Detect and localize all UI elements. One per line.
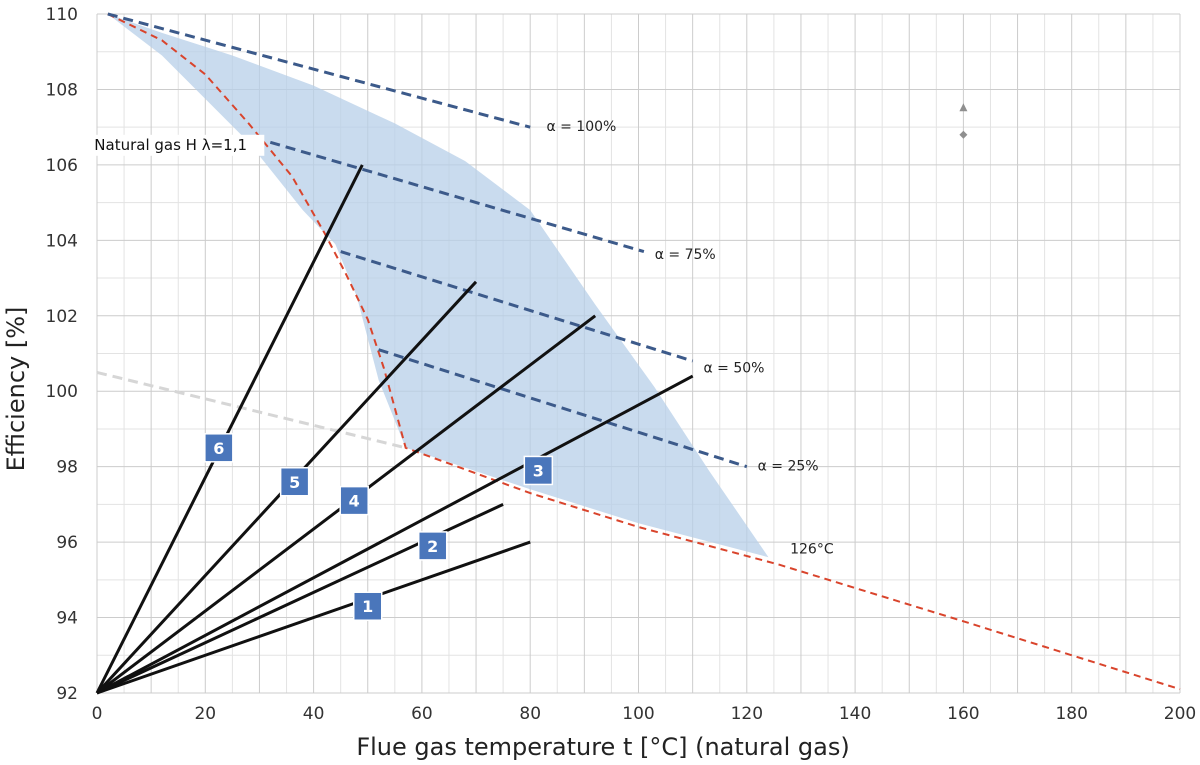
line-number-box-4 [339, 485, 369, 516]
line-number-label-1: 1 [362, 597, 373, 616]
y-tick-label: 110 [46, 5, 78, 25]
annotation-gas: Natural gas H λ=1,1 [94, 136, 247, 154]
series-line-blue-dashed-1 [269, 140, 645, 254]
y-tick-label: 94 [56, 609, 78, 629]
annotations: Natural gas H λ=1,1 α = 100% α = 75% α = 50… [92, 119, 834, 557]
x-tick-label: 100 [622, 704, 654, 724]
line-number-box-6 [204, 433, 234, 463]
annotation-a75: α = 75% [655, 247, 716, 263]
x-tick-label: 200 [1164, 704, 1196, 724]
markers [959, 103, 968, 139]
efficiency-range-area [107, 14, 769, 558]
x-tick-label: 180 [1055, 704, 1087, 724]
series-line-blue-dashed-2 [340, 250, 694, 363]
x-tick-label: 160 [947, 704, 979, 724]
x-tick-label: 60 [411, 704, 433, 724]
x-tick-label: 0 [92, 704, 103, 724]
diamond-marker [959, 130, 968, 139]
line-number-box-3 [523, 455, 554, 486]
line-number-label-5: 5 [289, 473, 300, 492]
annotation-background [92, 134, 265, 156]
line-number-label-3: 3 [533, 461, 544, 480]
line-number-box-2 [417, 531, 448, 561]
series-line-blue-dashed-3 [378, 348, 748, 469]
series-line-blue-dashed-0 [107, 12, 531, 129]
series-line-red-dashed-0 [107, 13, 1181, 691]
y-tick-label: 96 [56, 533, 78, 553]
annotation-a50: α = 50% [703, 360, 764, 376]
shaded-region-layer [107, 14, 769, 558]
annotation-t126: 126°C [790, 541, 834, 557]
major-grid [96, 13, 1181, 694]
series-line-black-solid-0 [96, 540, 531, 695]
x-tick-label: 120 [731, 704, 763, 724]
x-tick-label: 40 [303, 704, 325, 724]
y-tick-label: 102 [46, 307, 78, 327]
series-line-gray-dashed-0 [96, 370, 407, 450]
y-axis-title: Efficiency [%] [2, 307, 30, 472]
line-number-label-6: 6 [213, 439, 224, 458]
series-line-black-solid-2 [96, 374, 694, 695]
y-tick-label: 100 [46, 382, 78, 402]
annotation-a25: α = 25% [758, 458, 819, 474]
series-line-black-solid-5 [95, 164, 364, 694]
line-number-box-5 [279, 467, 310, 497]
x-tick-label: 140 [839, 704, 871, 724]
line-number-box-1 [353, 591, 383, 621]
triangle-marker [959, 103, 968, 112]
x-tick-label: 80 [519, 704, 541, 724]
y-tick-label: 98 [56, 458, 78, 478]
tick-labels: 0 20 40 60 80 100 120 140 160 180 200 92 94 96 98 100 10… [46, 5, 1197, 724]
line-number-label-2: 2 [427, 537, 438, 556]
line-number-label-4: 4 [349, 492, 360, 511]
y-tick-label: 104 [46, 231, 78, 251]
x-tick-label: 20 [194, 704, 216, 724]
y-tick-label: 108 [46, 80, 78, 100]
line-number-boxes: 1 2 3 4 5 6 [204, 433, 554, 621]
y-tick-label: 92 [56, 684, 78, 704]
y-tick-label: 106 [46, 156, 78, 176]
x-axis-title: Flue gas temperature t [°C] (natural gas… [356, 733, 849, 761]
annotation-a100: α = 100% [546, 119, 616, 135]
